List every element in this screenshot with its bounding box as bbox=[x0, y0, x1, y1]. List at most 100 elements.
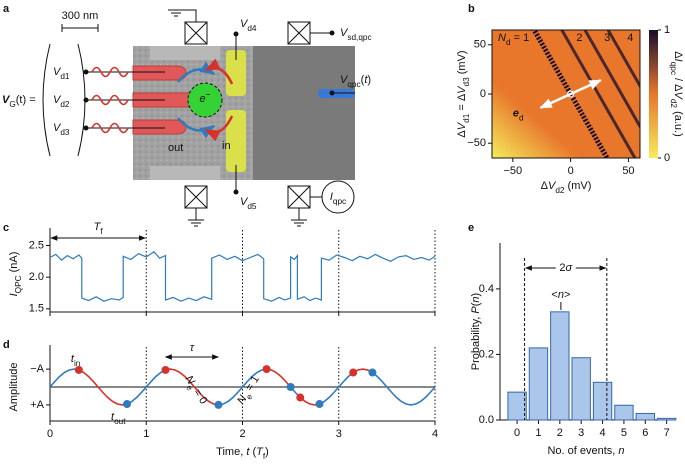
y-axis-label: Amplitude bbox=[8, 363, 20, 412]
gate-pulses bbox=[91, 66, 129, 134]
sem-image bbox=[253, 46, 355, 180]
x-tick-label: 2 bbox=[557, 427, 563, 439]
colorbar-label-part: / Δ bbox=[672, 75, 684, 92]
spread-label-part: 2 bbox=[559, 262, 565, 274]
vd4-label: Vd4 bbox=[240, 18, 257, 33]
event-label-part: out bbox=[114, 417, 126, 426]
y-axis-label: Probability, P(n) bbox=[470, 293, 482, 370]
series-label: Ne = 0 bbox=[180, 374, 209, 408]
gate-d4 bbox=[226, 50, 246, 96]
y-tick-label: −50 bbox=[467, 137, 486, 149]
colorbar-label-part: I bbox=[672, 59, 684, 62]
colorbar-tick-label: 1 bbox=[664, 24, 670, 36]
x-axis-label-part: ) bbox=[265, 446, 269, 458]
y-tick-label: 0.0 bbox=[479, 414, 494, 426]
series-label-part: = 1 bbox=[242, 374, 262, 396]
gate-voltage-label-part: V bbox=[53, 122, 62, 134]
vsd-label-part: V bbox=[340, 27, 349, 39]
tunnel-arrow bbox=[177, 61, 216, 83]
x-tick-label: 6 bbox=[642, 427, 648, 439]
tunnel-event bbox=[123, 400, 131, 409]
vector-label-part: e bbox=[513, 108, 519, 120]
y-axis-label-part: Δ bbox=[456, 130, 468, 138]
transition-label: 3 bbox=[604, 32, 610, 44]
x-tick-label: 4 bbox=[599, 427, 605, 439]
x-tick-label: 7 bbox=[664, 427, 670, 439]
bar bbox=[656, 417, 677, 421]
vqpc-label-part: V bbox=[340, 74, 349, 86]
y-tick-label: 1.5 bbox=[29, 303, 44, 315]
tunnel-event bbox=[368, 368, 377, 377]
gate-voltage-label-part: d2 bbox=[60, 100, 70, 109]
electron-label-part: − bbox=[206, 90, 211, 99]
y-axis-label-part: Probability, bbox=[470, 314, 482, 371]
y-axis-label: IQPC (nA) bbox=[8, 252, 23, 297]
x-tick-label: 5 bbox=[621, 427, 627, 439]
tunnel-event bbox=[74, 365, 83, 374]
vector-label-part: d bbox=[519, 113, 524, 122]
y-axis-label-part: = Δ bbox=[456, 93, 468, 114]
gate-voltage-label-part: V bbox=[53, 94, 62, 106]
electron-label-part: e bbox=[200, 93, 206, 105]
quantum-dot bbox=[187, 82, 223, 118]
gate-d5 bbox=[226, 110, 246, 172]
ammeter bbox=[321, 180, 355, 214]
tunnel-arrow bbox=[204, 115, 234, 142]
vsd-label: Vsd,qpc bbox=[340, 27, 372, 42]
bracket bbox=[42, 43, 51, 157]
transition-label-part: d bbox=[506, 38, 511, 47]
vd5-label-part: V bbox=[240, 196, 249, 208]
y-axis-label-part: V bbox=[456, 121, 468, 130]
charge-transition bbox=[583, 30, 640, 130]
vqpc-label-part: ) bbox=[367, 74, 371, 86]
transition-label: 4 bbox=[627, 32, 633, 44]
x-axis-label-part: No. of events, bbox=[547, 445, 618, 457]
gate-voltage-label: Vd2 bbox=[53, 94, 70, 109]
y-tick-label: 0.2 bbox=[479, 348, 494, 360]
gate-vector-label-part: G bbox=[9, 100, 15, 109]
y-tick-label: 2.0 bbox=[29, 271, 44, 283]
y-axis-label: ΔVd1 = ΔVd3 (mV) bbox=[456, 50, 471, 137]
x-axis-label-part: Δ bbox=[541, 180, 549, 192]
x-axis-label: Time, t (Tf) bbox=[216, 446, 269, 461]
x-tick-label: 3 bbox=[336, 428, 342, 440]
x-axis-label-part: (mV) bbox=[565, 180, 592, 192]
x-tick-label: 1 bbox=[535, 427, 541, 439]
amplitude-curve bbox=[49, 368, 436, 406]
transition-label-part: = 1 bbox=[511, 32, 530, 44]
x-axis-label-part: t bbox=[246, 446, 250, 458]
bar bbox=[571, 357, 591, 421]
y-axis-label-part: ( bbox=[470, 302, 482, 306]
x-axis-label-part: n bbox=[618, 445, 624, 457]
charge-transition bbox=[606, 30, 640, 89]
colorbar-label-part: Δ bbox=[672, 51, 684, 59]
y-axis-label-part: d1 bbox=[462, 113, 471, 123]
gate-voltage-label-part: d1 bbox=[60, 72, 70, 81]
y-tick-label: 50 bbox=[474, 39, 486, 51]
tunnel-event bbox=[161, 365, 170, 374]
tunnel-event bbox=[296, 393, 305, 402]
barrier-gate bbox=[150, 46, 220, 60]
tunnel-event bbox=[349, 368, 358, 377]
iqpc-label: Iqpc bbox=[330, 191, 346, 206]
x-tick-label: 4 bbox=[432, 428, 438, 440]
spread-label-part: σ bbox=[565, 262, 572, 274]
x-tick-label: 0 bbox=[514, 427, 520, 439]
x-axis-label-part: d2 bbox=[555, 186, 565, 195]
in-label: in bbox=[222, 140, 231, 152]
y-axis-label-part: d3 bbox=[462, 77, 471, 87]
colorbar-label-part: V bbox=[672, 92, 684, 101]
x-tick-label: 0 bbox=[568, 165, 574, 177]
bar bbox=[550, 311, 570, 421]
detuning-axis bbox=[539, 79, 602, 109]
amplitude-curve bbox=[78, 368, 373, 406]
y-tick-label: −A bbox=[30, 363, 44, 375]
period-label: Tf bbox=[94, 221, 104, 236]
y-axis-label-part: (nA) bbox=[8, 252, 20, 276]
y-tick-label: 0.4 bbox=[479, 283, 494, 295]
mean-label-part: n bbox=[558, 289, 564, 301]
x-axis-label: ΔVd2 (mV) bbox=[541, 180, 592, 195]
series-label-part: e bbox=[244, 392, 254, 401]
bar bbox=[592, 381, 613, 421]
period-label-part: f bbox=[100, 227, 103, 236]
